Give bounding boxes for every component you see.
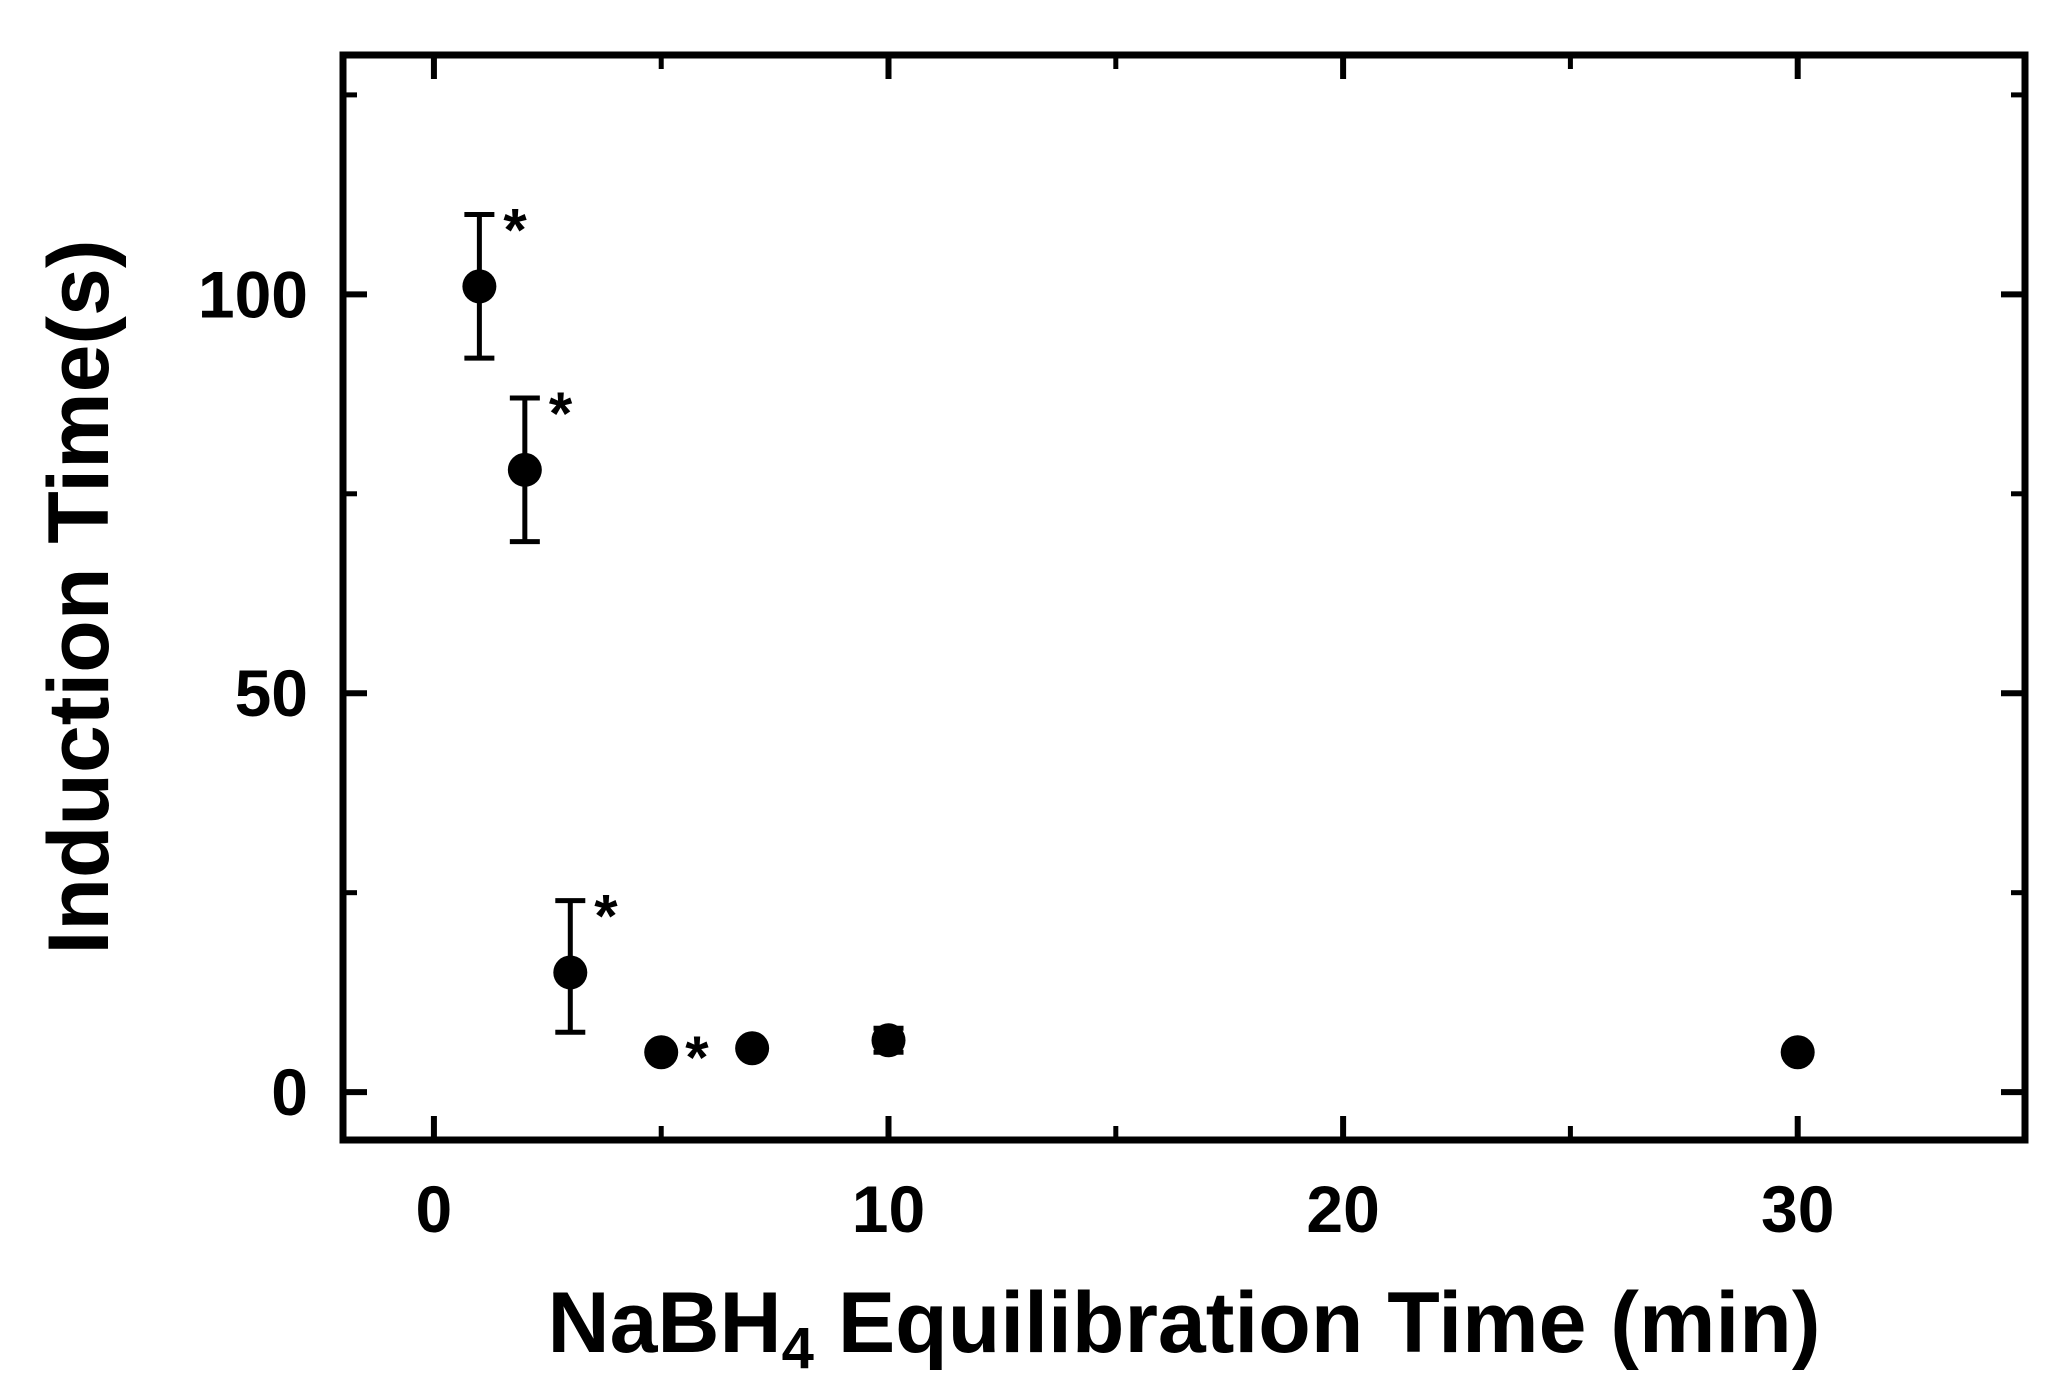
plot-frame bbox=[339, 51, 2029, 1144]
y-tick-label: 50 bbox=[235, 656, 308, 730]
ticks-layer bbox=[343, 55, 2025, 1140]
significance-star: * bbox=[549, 380, 573, 447]
x-axis-title-main: NaBH bbox=[548, 1275, 782, 1371]
x-axis-title: NaBH4 Equilibration Time (min) bbox=[548, 1275, 1821, 1381]
data-point bbox=[735, 1031, 770, 1066]
x-tick-label: 20 bbox=[1306, 1172, 1379, 1246]
data-point bbox=[507, 452, 542, 487]
y-tick-label: 100 bbox=[198, 257, 308, 331]
x-tick-label: 10 bbox=[852, 1172, 925, 1246]
data-point bbox=[644, 1035, 679, 1070]
y-axis-title: Induction Time(s) bbox=[31, 239, 127, 954]
stars-layer: * * * * bbox=[503, 197, 709, 1092]
tick-labels-layer: 0 10 20 30 0 50 100 bbox=[198, 257, 1835, 1246]
x-tick-label: 0 bbox=[416, 1172, 453, 1246]
data-point bbox=[871, 1023, 906, 1058]
significance-star: * bbox=[594, 883, 618, 950]
data-point bbox=[553, 955, 588, 990]
y-tick-label: 0 bbox=[271, 1055, 308, 1129]
data-point bbox=[462, 269, 497, 304]
x-tick-label: 30 bbox=[1761, 1172, 1834, 1246]
data-point bbox=[1780, 1035, 1815, 1070]
points-layer bbox=[462, 269, 1815, 1070]
x-axis-title-subscript: 4 bbox=[782, 1316, 814, 1381]
significance-star: * bbox=[503, 197, 527, 264]
errorbars-layer bbox=[464, 212, 904, 1055]
significance-star: * bbox=[685, 1024, 709, 1091]
x-axis-title-suffix: Equilibration Time (min) bbox=[814, 1275, 1821, 1371]
